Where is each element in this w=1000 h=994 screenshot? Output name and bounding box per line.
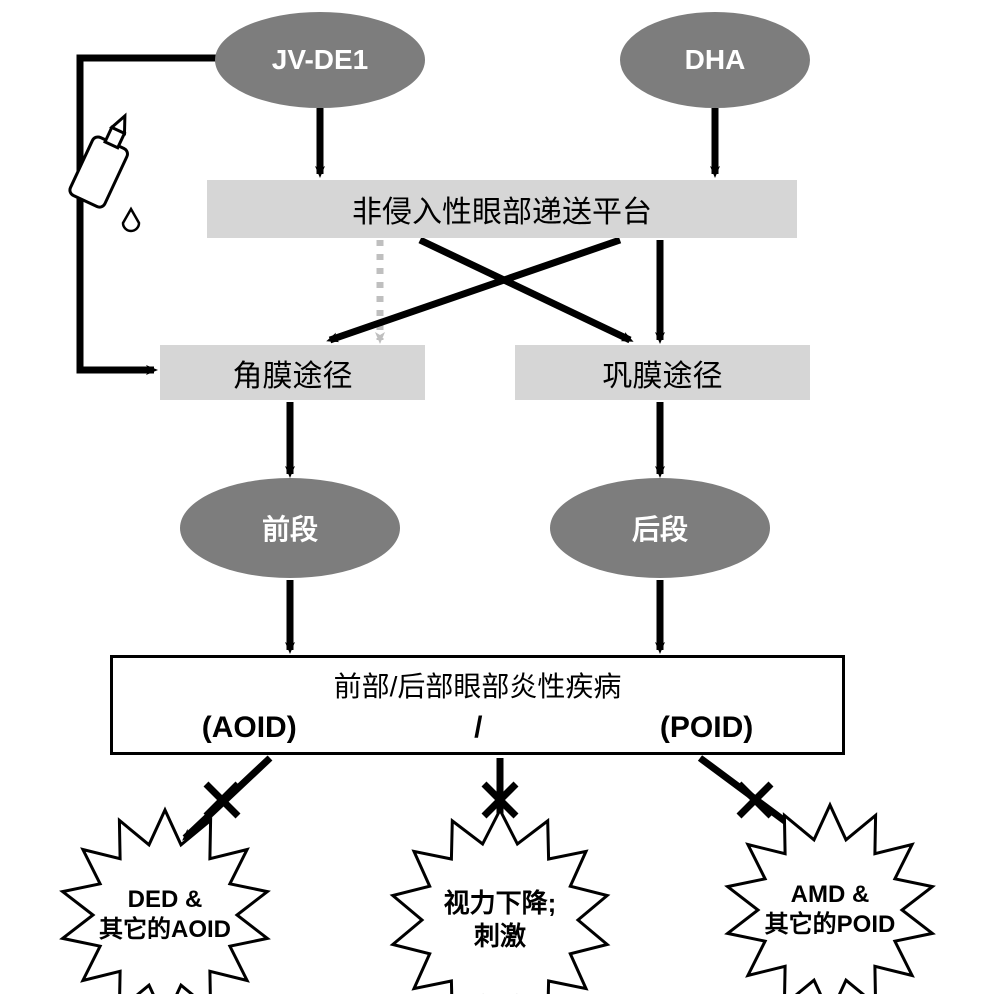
disease-poid: (POID) bbox=[660, 711, 753, 745]
burst-mid-line2: 刺激 bbox=[474, 920, 526, 953]
node-anterior-label: 前段 bbox=[262, 508, 318, 548]
node-platform-label: 非侵入性眼部递送平台 bbox=[352, 187, 652, 231]
node-platform: 非侵入性眼部递送平台 bbox=[207, 180, 797, 238]
node-posterior-label: 后段 bbox=[632, 508, 688, 548]
disease-slash: / bbox=[474, 711, 482, 745]
node-corneal: 角膜途径 bbox=[160, 345, 425, 400]
node-disease-box: 前部/后部眼部炎性疾病 (AOID) / (POID) bbox=[110, 655, 845, 755]
node-jvde1-label: JV-DE1 bbox=[272, 44, 369, 76]
burst-left-label: DED & 其它的AOID bbox=[93, 872, 237, 958]
node-corneal-label: 角膜途径 bbox=[233, 351, 353, 395]
burst-right-line1: AMD & bbox=[791, 880, 870, 910]
node-jvde1: JV-DE1 bbox=[215, 12, 425, 108]
burst-mid-line1: 视力下降; bbox=[444, 887, 557, 920]
disease-aoid: (AOID) bbox=[202, 711, 297, 745]
burst-right-line2: 其它的POID bbox=[765, 910, 896, 940]
node-posterior: 后段 bbox=[550, 478, 770, 578]
burst-left-line2: 其它的AOID bbox=[99, 915, 231, 945]
node-dha-label: DHA bbox=[685, 44, 746, 76]
burst-mid-label: 视力下降; 刺激 bbox=[422, 873, 578, 967]
node-dha: DHA bbox=[620, 12, 810, 108]
diagram-canvas: JV-DE1 DHA 非侵入性眼部递送平台 角膜途径 巩膜途径 前段 后段 前部… bbox=[0, 0, 1000, 994]
burst-right-label: AMD & 其它的POID bbox=[758, 867, 902, 953]
node-anterior: 前段 bbox=[180, 478, 400, 578]
node-scleral-label: 巩膜途径 bbox=[603, 351, 723, 395]
node-scleral: 巩膜途径 bbox=[515, 345, 810, 400]
burst-left-line1: DED & bbox=[128, 885, 203, 915]
edges-layer bbox=[0, 0, 1000, 994]
disease-line1: 前部/后部眼部炎性疾病 bbox=[334, 665, 622, 705]
